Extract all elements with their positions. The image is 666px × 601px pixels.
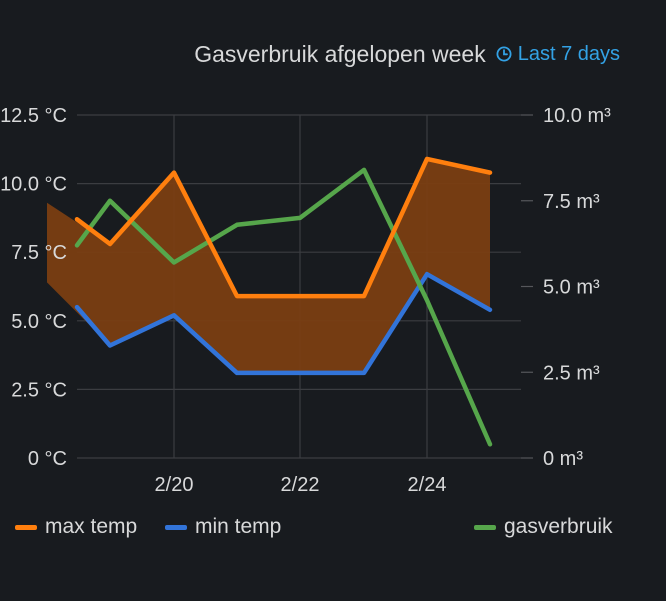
y-axis-right: 0 m³ 2.5 m³ 5.0 m³ 7.5 m³ 10.0 m³ (521, 105, 611, 470)
y-left-tick-label: 0 °C (28, 448, 67, 470)
x-tick-label: 2/22 (281, 474, 320, 496)
series-line-max-temp (74, 156, 493, 299)
y-left-tick-label: 10.0 °C (0, 174, 67, 196)
panel-title: Gasverbruik afgelopen week (194, 40, 486, 67)
series-lines (74, 156, 493, 447)
legend-swatch-gasverbruik (474, 524, 496, 530)
legend-label-max-temp: max temp (45, 515, 138, 538)
temp-range-fill (47, 158, 490, 373)
legend-swatch-min-temp (165, 524, 187, 530)
fill-area-max-min (47, 158, 490, 373)
chart-canvas[interactable]: 0 °C 2.5 °C 5.0 °C 7.5 °C 10.0 °C 12.5 °C 0 m… (0, 0, 666, 510)
y-axis-left: 0 °C 2.5 °C 5.0 °C 7.5 °C 10.0 °C 12.5 °C (0, 105, 67, 470)
time-range-picker[interactable]: Last 7 days (496, 43, 620, 66)
x-tick-label: 2/20 (155, 474, 194, 496)
y-right-tick-label: 0 m³ (543, 448, 583, 470)
y-right-tick-label: 5.0 m³ (543, 277, 600, 299)
series-line-gasverbruik (74, 167, 493, 447)
y-right-tick-label: 2.5 m³ (543, 362, 600, 384)
legend-item-max-temp[interactable]: max temp (15, 515, 137, 539)
x-tick-label: 2/24 (408, 474, 447, 496)
time-range-label: Last 7 days (517, 42, 620, 65)
x-axis: 2/20 2/22 2/24 (155, 474, 447, 496)
y-left-tick-label: 12.5 °C (0, 105, 67, 127)
panel-header: Gasverbruik afgelopen week Last 7 days (194, 38, 620, 70)
clock-icon (496, 46, 512, 62)
series-line-min-temp (74, 271, 493, 376)
legend-swatch-max-temp (15, 524, 37, 530)
y-left-tick-label: 5.0 °C (11, 311, 67, 333)
legend-item-gasverbruik[interactable]: gasverbruik (474, 515, 613, 539)
y-left-tick-label: 2.5 °C (11, 379, 67, 401)
y-right-tick-label: 10.0 m³ (543, 105, 611, 127)
legend-label-gasverbruik: gasverbruik (504, 515, 613, 538)
legend-label-min-temp: min temp (195, 515, 282, 538)
y-right-tick-label: 7.5 m³ (543, 191, 600, 213)
chart-legend: max temp min temp gasverbruik (0, 515, 666, 547)
legend-item-min-temp[interactable]: min temp (165, 515, 281, 539)
y-left-tick-label: 7.5 °C (11, 242, 67, 264)
